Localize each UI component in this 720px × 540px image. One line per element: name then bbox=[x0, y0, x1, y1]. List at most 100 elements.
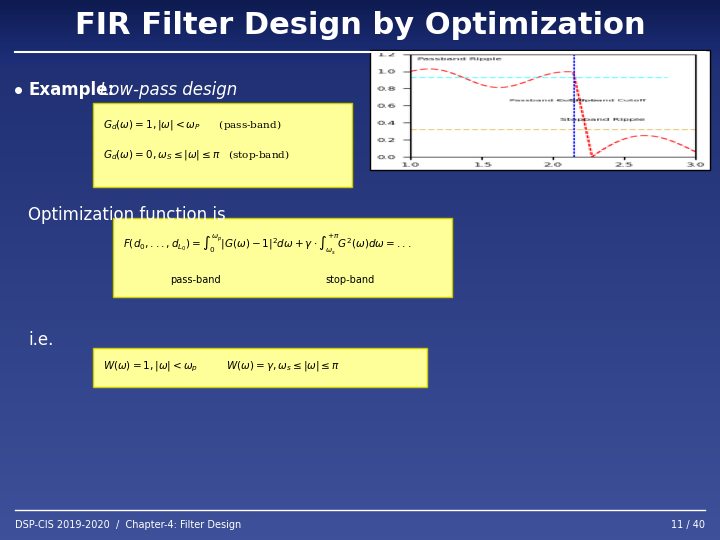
Bar bbox=[0, 340, 720, 346]
Bar bbox=[0, 265, 720, 270]
Text: stop-band: stop-band bbox=[325, 275, 374, 285]
Bar bbox=[0, 135, 720, 140]
Text: DSP-CIS 2019-2020  /  Chapter-4: Filter Design: DSP-CIS 2019-2020 / Chapter-4: Filter De… bbox=[15, 520, 241, 530]
Bar bbox=[0, 281, 720, 286]
Bar bbox=[0, 130, 720, 135]
Bar bbox=[0, 16, 720, 22]
Bar bbox=[0, 373, 720, 378]
Bar bbox=[0, 394, 720, 400]
Bar bbox=[370, 50, 710, 170]
Bar bbox=[0, 356, 720, 362]
Bar bbox=[0, 60, 720, 62]
Bar bbox=[0, 29, 720, 31]
Bar bbox=[0, 216, 720, 221]
Bar bbox=[0, 389, 720, 394]
Bar bbox=[0, 297, 720, 302]
Bar bbox=[0, 243, 720, 248]
Bar bbox=[0, 48, 720, 50]
Bar bbox=[0, 33, 720, 35]
Bar bbox=[0, 23, 720, 25]
Bar bbox=[0, 508, 720, 513]
Bar bbox=[0, 0, 720, 5]
Bar bbox=[0, 38, 720, 43]
Bar bbox=[0, 5, 720, 11]
Bar bbox=[0, 211, 720, 216]
Bar bbox=[0, 167, 720, 173]
Bar bbox=[0, 15, 720, 17]
Bar bbox=[0, 189, 720, 194]
Bar bbox=[0, 49, 720, 54]
Bar bbox=[0, 270, 720, 275]
Bar bbox=[0, 346, 720, 351]
Bar bbox=[0, 335, 720, 340]
Bar bbox=[0, 286, 720, 292]
Bar bbox=[0, 151, 720, 157]
FancyBboxPatch shape bbox=[93, 103, 352, 187]
Text: $G_d(\omega)=1,|\omega|<\omega_P$      (pass-band): $G_d(\omega)=1,|\omega|<\omega_P$ (pass-… bbox=[103, 118, 282, 132]
Bar bbox=[0, 157, 720, 162]
Bar bbox=[0, 31, 720, 33]
Bar bbox=[0, 45, 720, 48]
Bar bbox=[0, 275, 720, 281]
Bar bbox=[0, 497, 720, 502]
Bar bbox=[0, 454, 720, 459]
Bar bbox=[0, 54, 720, 59]
Bar bbox=[0, 378, 720, 383]
Bar bbox=[0, 43, 720, 49]
Bar bbox=[0, 42, 720, 43]
Bar bbox=[0, 146, 720, 151]
Bar bbox=[0, 76, 720, 81]
Bar bbox=[0, 486, 720, 491]
Text: i.e.: i.e. bbox=[28, 331, 53, 349]
Bar bbox=[0, 254, 720, 259]
Bar bbox=[0, 405, 720, 410]
Bar bbox=[0, 292, 720, 297]
Bar bbox=[0, 22, 720, 27]
Bar bbox=[0, 54, 720, 56]
FancyBboxPatch shape bbox=[113, 218, 452, 297]
Bar bbox=[0, 248, 720, 254]
Bar bbox=[0, 513, 720, 518]
Bar bbox=[0, 529, 720, 535]
Text: 11 / 40: 11 / 40 bbox=[671, 520, 705, 530]
Bar bbox=[0, 259, 720, 265]
FancyBboxPatch shape bbox=[93, 348, 427, 387]
Bar bbox=[0, 59, 720, 65]
Bar bbox=[0, 17, 720, 18]
Bar bbox=[0, 221, 720, 227]
Text: Example:: Example: bbox=[28, 81, 114, 99]
Bar bbox=[0, 491, 720, 497]
Bar bbox=[0, 103, 720, 108]
Bar bbox=[0, 27, 720, 32]
Bar bbox=[0, 39, 720, 42]
Bar bbox=[0, 400, 720, 405]
Bar bbox=[0, 351, 720, 356]
Bar bbox=[0, 81, 720, 86]
Bar bbox=[0, 238, 720, 243]
Bar bbox=[0, 437, 720, 443]
Bar bbox=[0, 32, 720, 38]
Bar bbox=[0, 11, 720, 16]
Bar bbox=[0, 2, 720, 4]
Text: FIR Filter Design by Optimization: FIR Filter Design by Optimization bbox=[75, 10, 645, 39]
Bar bbox=[0, 481, 720, 486]
Bar bbox=[0, 52, 720, 54]
Bar bbox=[0, 313, 720, 319]
Text: Optimization function is: Optimization function is bbox=[28, 206, 226, 224]
Bar bbox=[0, 4, 720, 6]
Bar bbox=[0, 25, 720, 27]
Bar bbox=[0, 86, 720, 92]
Bar bbox=[0, 205, 720, 211]
Bar bbox=[0, 58, 720, 60]
Bar bbox=[0, 113, 720, 119]
Bar bbox=[0, 173, 720, 178]
Bar bbox=[0, 535, 720, 540]
Bar bbox=[0, 0, 720, 2]
Text: $W(\omega)=1,|\omega|<\omega_p$         $W(\omega)=\gamma,\omega_s\leq|\omega|\l: $W(\omega)=1,|\omega|<\omega_p$ $W(\omeg… bbox=[103, 360, 340, 374]
Bar bbox=[0, 18, 720, 21]
Bar bbox=[0, 27, 720, 29]
Bar bbox=[0, 140, 720, 146]
Bar bbox=[0, 37, 720, 39]
Bar bbox=[0, 308, 720, 313]
Bar bbox=[0, 443, 720, 448]
